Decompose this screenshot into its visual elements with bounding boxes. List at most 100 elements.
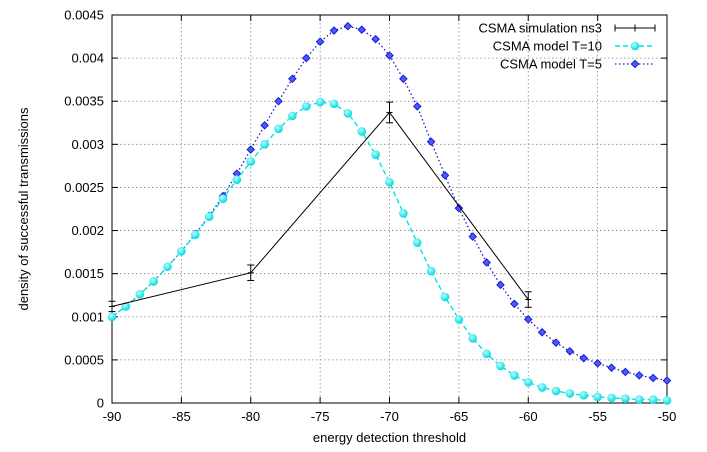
- data-point-t10: [607, 393, 616, 403]
- data-point-t5: [260, 121, 269, 130]
- x-axis-label: energy detection threshold: [313, 430, 466, 445]
- data-point-t10: [274, 124, 283, 134]
- data-point-t5: [496, 280, 505, 290]
- data-point-t5: [440, 171, 450, 180]
- data-point-t10: [551, 386, 561, 396]
- y-tick-label: 0.0015: [64, 266, 104, 281]
- data-point-t10: [315, 97, 325, 107]
- series-csma-simulation-ns3: [108, 101, 532, 313]
- y-tick-label: 0.001: [71, 309, 104, 324]
- data-point-t5: [343, 21, 353, 31]
- data-point-t5: [565, 346, 575, 356]
- data-point-t10: [565, 389, 575, 398]
- data-point-t10: [177, 246, 186, 256]
- data-point-t10: [662, 396, 672, 405]
- data-point-t10: [357, 127, 367, 136]
- data-point-t5: [468, 232, 478, 241]
- legend-label: CSMA simulation ns3: [478, 21, 602, 36]
- y-axis: 0 0.0005 0.001 0.0015 0.002 0.0025 0.003 0.0035…: [64, 8, 667, 411]
- data-point-t5: [329, 26, 339, 35]
- x-tick-label: -60: [519, 409, 538, 424]
- data-point-t5: [607, 363, 616, 372]
- x-tick-label: -70: [380, 409, 399, 424]
- data-point-t10: [163, 262, 172, 272]
- legend: CSMA simulation ns3 CSMA model T=10 CSMA m…: [478, 21, 656, 72]
- data-point-t5: [399, 74, 408, 84]
- data-point-t10: [329, 99, 339, 109]
- legend-label: CSMA model T=5: [500, 57, 602, 72]
- data-point-t10: [149, 277, 158, 286]
- data-point-t10: [385, 177, 394, 187]
- data-point-t5: [246, 145, 256, 154]
- data-point-t5: [662, 376, 672, 385]
- series-csma-model-t10: [107, 97, 672, 405]
- x-tick-label: -80: [241, 409, 260, 424]
- x-tick-label: -85: [172, 409, 191, 424]
- y-tick-label: 0.004: [71, 51, 104, 66]
- data-point-t10: [107, 312, 117, 322]
- data-point-t10: [121, 302, 131, 311]
- data-point-t10: [537, 383, 547, 392]
- data-point-t10: [593, 392, 602, 402]
- y-tick-label: 0.002: [71, 223, 104, 238]
- series-line-simulation: [111, 111, 529, 307]
- grid: [112, 15, 667, 403]
- data-point-t10: [301, 102, 311, 111]
- legend-marker-t5: [630, 59, 640, 69]
- y-tick-label: 0.0035: [64, 94, 104, 109]
- data-point-t5: [482, 258, 491, 267]
- data-point-t10: [343, 108, 353, 118]
- x-tick-label: -55: [588, 409, 607, 424]
- series-line-t10: [111, 101, 668, 402]
- data-point-t10: [468, 334, 478, 343]
- legend-label: CSMA model T=10: [493, 39, 602, 54]
- data-point-t5: [593, 359, 602, 368]
- x-tick-label: -90: [103, 409, 122, 424]
- data-point-t5: [426, 137, 436, 147]
- data-point-t10: [204, 212, 214, 222]
- data-point-t10: [135, 290, 145, 299]
- data-point-t10: [621, 394, 630, 403]
- data-point-t5: [288, 74, 297, 84]
- data-point-t5: [301, 53, 311, 63]
- data-point-t10: [523, 378, 533, 387]
- data-point-t10: [454, 315, 464, 324]
- data-point-t5: [357, 25, 367, 34]
- data-point-t5: [579, 353, 589, 363]
- data-point-t10: [190, 230, 200, 240]
- data-point-t5: [537, 327, 547, 337]
- y-tick-label: 0.0025: [64, 180, 104, 195]
- data-point-t10: [579, 390, 589, 400]
- y-tick-label: 0.0045: [64, 8, 104, 23]
- data-point-t10: [288, 111, 297, 121]
- data-point-t5: [648, 373, 658, 383]
- data-point-t10: [371, 150, 380, 159]
- plot-area: [111, 14, 668, 404]
- data-point-t10: [426, 266, 436, 276]
- data-point-t10: [399, 209, 408, 218]
- x-tick-label: -50: [658, 409, 677, 424]
- data-point-t5: [551, 338, 561, 347]
- x-tick-label: -75: [311, 409, 330, 424]
- data-point-t10: [510, 371, 519, 380]
- data-point-t5: [385, 51, 394, 60]
- y-tick-label: 0.0005: [64, 352, 104, 367]
- data-point-t10: [218, 194, 228, 203]
- data-point-t10: [412, 238, 422, 247]
- data-point-t5: [454, 203, 464, 213]
- y-axis-label: density of successful transmissions: [16, 107, 31, 311]
- data-point-t10: [232, 175, 242, 184]
- legend-marker-t10: [630, 41, 640, 51]
- data-point-t10: [634, 395, 644, 404]
- data-point-t5: [274, 96, 283, 106]
- data-point-t5: [621, 367, 630, 377]
- x-axis: -90 -85 -80 -75 -70 -65 -60 -55 -50: [103, 15, 677, 424]
- data-point-t10: [260, 140, 269, 149]
- data-point-t10: [496, 361, 505, 371]
- x-tick-label: -65: [449, 409, 468, 424]
- data-point-t5: [412, 102, 422, 111]
- data-point-t10: [440, 292, 450, 302]
- data-point-t5: [523, 315, 533, 324]
- data-point-t5: [371, 34, 380, 44]
